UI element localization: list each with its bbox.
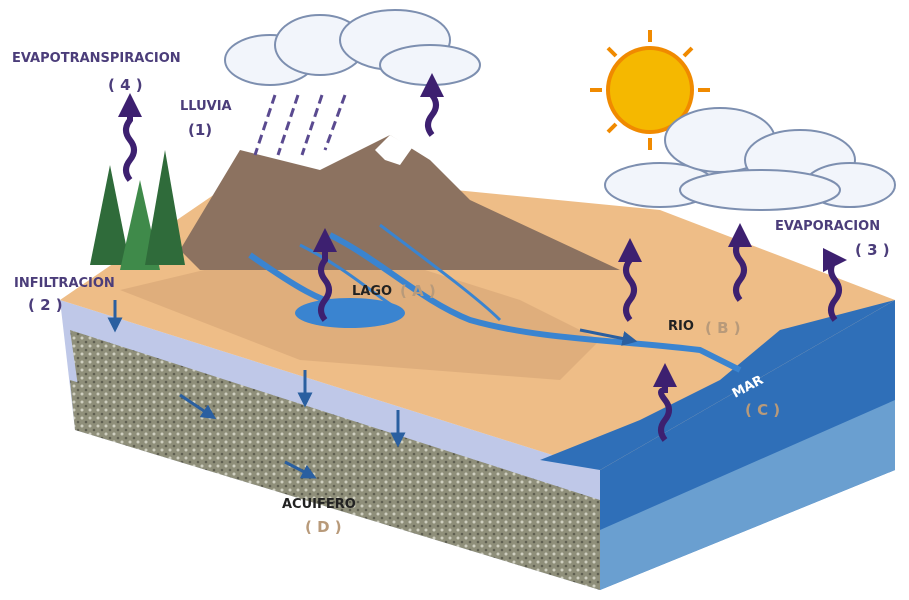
label-code: ( 3 ) [855,241,890,259]
trees [90,150,185,270]
water-flow-arrows [107,300,638,479]
label: RIO [668,319,694,334]
label: ACUIFERO [282,497,356,512]
label-code: ( B ) [705,319,741,337]
evaporation-arrows [118,73,843,442]
label-code: ( 4 ) [108,76,143,94]
label-code: ( 2 ) [28,296,63,314]
label: EVAPORACION [775,219,880,234]
terrain [60,135,895,590]
label-code: ( C ) [745,401,780,419]
labels: EVAPOTRANSPIRACION ( 4 ) LLUVIA (1) INFI… [12,51,890,536]
clouds [224,9,896,211]
label-code: ( A ) [400,282,436,300]
label: LAGO [352,284,392,299]
label: LLUVIA [180,99,232,114]
rain [253,94,347,156]
label-code: (1) [188,121,212,139]
label: EVAPOTRANSPIRACION [12,51,181,66]
label-code: ( D ) [305,518,342,536]
label: INFILTRACION [14,276,115,291]
